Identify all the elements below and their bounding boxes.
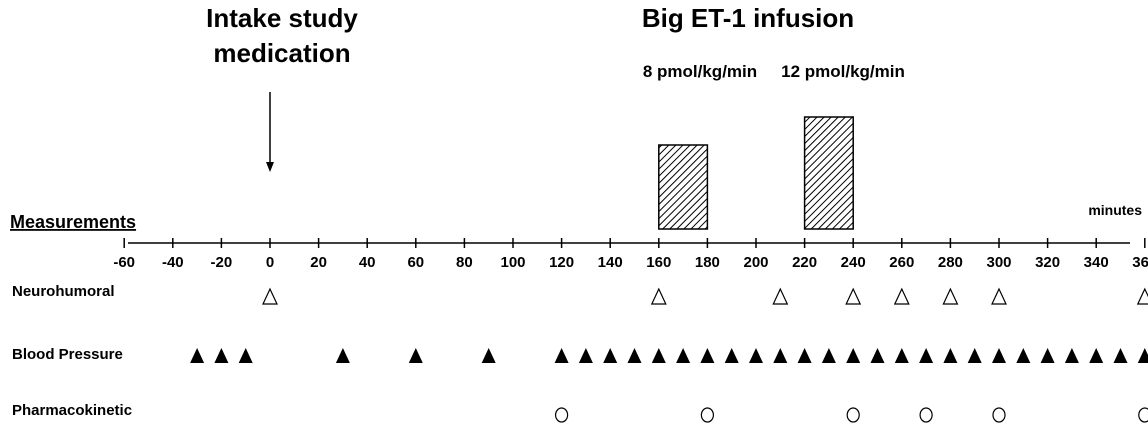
blood-pressure-marker (943, 348, 958, 363)
intake-arrow (266, 92, 274, 172)
neurohumoral-marker (772, 287, 789, 305)
blood-pressure-marker (700, 348, 715, 363)
blood-pressure-marker (992, 348, 1006, 363)
time-axis-ticks: -60 -40 -20 0 20 40 60 80 100 120 140 160 180 200 220 2… (113, 238, 1148, 271)
axis-tick-label: 320 (1035, 254, 1060, 271)
blood-pressure-marker (408, 348, 423, 363)
pharmacokinetic-marker (1138, 407, 1148, 423)
neurohumoral-marker (942, 287, 959, 305)
blood-pressure-marker (214, 348, 229, 363)
axis-tick-label: 360 (1132, 254, 1148, 271)
neurohumoral-marker (991, 287, 1007, 305)
blood-pressure-marker (967, 348, 982, 363)
neurohumoral-marker (893, 287, 910, 305)
blood-pressure-marker (603, 348, 618, 363)
axis-tick-label: 180 (695, 254, 720, 271)
blood-pressure-marker (335, 348, 350, 363)
pharmacokinetic-marker (700, 407, 715, 423)
axis-tick-label: 60 (407, 254, 424, 271)
blood-pressure-marker (1064, 348, 1079, 363)
blood-pressure-marker (1016, 348, 1031, 363)
blood-pressure-marker (894, 348, 909, 363)
axis-tick-label: 20 (310, 254, 327, 271)
row-label-blood-pressure: Blood Pressure (12, 346, 123, 363)
blood-pressure-marker (190, 348, 205, 363)
row-label-neurohumoral: Neurohumoral (12, 283, 115, 300)
measurements-heading: Measurements (10, 212, 136, 232)
blood-pressure-marker (870, 348, 885, 363)
intake-title-line2: medication (213, 38, 350, 68)
infusion-title: Big ET-1 infusion (642, 3, 854, 33)
infusion-bar-high (803, 116, 854, 230)
axis-tick-label: -40 (162, 254, 184, 271)
dose-label-high: 12 pmol/kg/min (781, 62, 905, 81)
neurohumoral-marker (845, 287, 862, 305)
blood-pressure-marker (651, 348, 666, 363)
axis-unit-label: minutes (1088, 202, 1142, 218)
pharmacokinetic-marker (554, 407, 569, 423)
neurohumoral-marker (262, 287, 278, 305)
axis-tick-label: 160 (646, 254, 671, 271)
axis-tick-label: 260 (889, 254, 914, 271)
axis-tick-label: 240 (841, 254, 866, 271)
axis-tick-label: 120 (549, 254, 574, 271)
axis-tick-label: 200 (743, 254, 768, 271)
axis-tick-label: 0 (266, 254, 274, 271)
row-label-pharmacokinetic: Pharmacokinetic (12, 402, 132, 419)
axis-tick-label: 40 (359, 254, 376, 271)
axis-tick-label: 140 (598, 254, 623, 271)
axis-tick-label: 100 (500, 254, 525, 271)
blood-pressure-marker (773, 348, 788, 363)
blood-pressure-marker (481, 348, 496, 363)
axis-tick-label: 300 (986, 254, 1011, 271)
axis-tick-label: 220 (792, 254, 817, 271)
pharmacokinetic-marker (846, 407, 860, 423)
blood-pressure-marker (578, 348, 593, 363)
axis-tick-label: -60 (113, 254, 135, 271)
blood-pressure-marker (1040, 348, 1055, 363)
axis-tick-label: 340 (1084, 254, 1109, 271)
neurohumoral-marker (1136, 287, 1148, 305)
blood-pressure-marker (724, 348, 739, 363)
infusion-bar-low (658, 144, 709, 230)
axis-tick-label: 80 (456, 254, 473, 271)
blood-pressure-marker (1089, 348, 1104, 363)
measurement-markers (190, 287, 1148, 423)
axis-tick-label: -20 (211, 254, 233, 271)
blood-pressure-marker (846, 348, 861, 363)
blood-pressure-marker (554, 348, 569, 363)
neurohumoral-marker (650, 287, 667, 305)
blood-pressure-marker (627, 348, 642, 363)
blood-pressure-marker (919, 348, 934, 363)
blood-pressure-marker (676, 348, 691, 363)
blood-pressure-marker (238, 348, 253, 363)
pharmacokinetic-marker (919, 407, 933, 423)
blood-pressure-marker (797, 348, 812, 363)
blood-pressure-marker (749, 348, 763, 363)
axis-tick-label: 280 (938, 254, 963, 271)
dose-label-low: 8 pmol/kg/min (643, 62, 757, 81)
blood-pressure-marker (821, 348, 836, 363)
blood-pressure-marker (1113, 348, 1128, 363)
blood-pressure-marker (1137, 348, 1148, 363)
intake-title-line1: Intake study (206, 3, 358, 33)
pharmacokinetic-marker (992, 407, 1006, 423)
